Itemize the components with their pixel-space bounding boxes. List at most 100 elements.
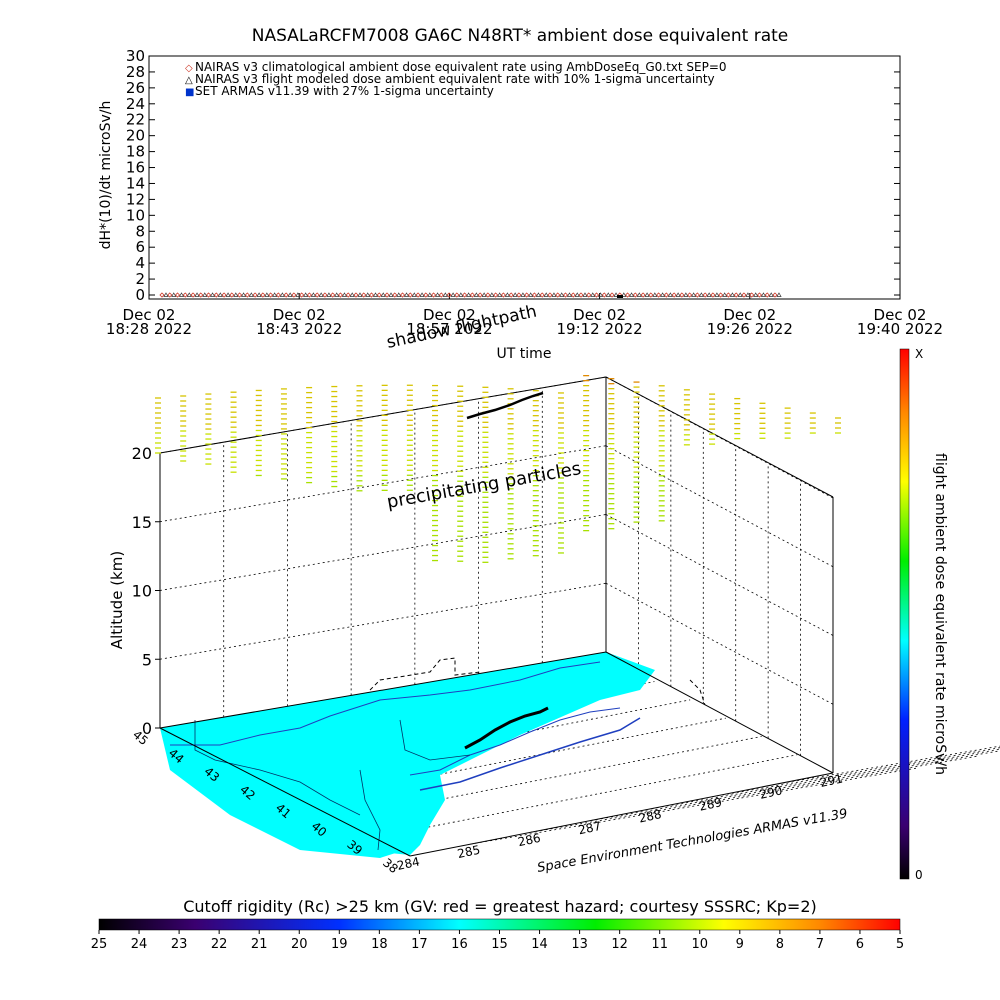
colorbar-tick-label: 19 — [331, 937, 348, 952]
right-colorbar — [899, 348, 910, 880]
ts-ytick-label: 18 — [126, 143, 145, 161]
colorbar-tick-label: 12 — [611, 937, 628, 952]
ts-xtick-label: Dec 02 — [123, 306, 176, 324]
ts-point-nairas-clim — [376, 292, 382, 298]
chart-title: NASALaRCFM7008 GA6C N48RT* ambient dose … — [252, 26, 789, 46]
ts-point-nairas-flight — [411, 292, 417, 297]
ts-point-nairas-flight — [171, 292, 177, 297]
ts-point-nairas-flight — [403, 292, 410, 297]
ts-point-nairas-clim — [578, 292, 584, 298]
colorbar-tick-label: 13 — [571, 937, 588, 952]
ts-point-nairas-flight — [279, 292, 285, 297]
ts-point-nairas-flight — [660, 292, 666, 297]
colorbar-tick-label: 16 — [451, 937, 468, 952]
ts-xtick-label: Dec 02 — [874, 306, 927, 324]
altitude-tick-label: 0 — [142, 719, 152, 738]
ts-point-nairas-clim — [353, 292, 359, 298]
ts-point-nairas-clim — [477, 292, 483, 298]
ts-point-nairas-clim — [756, 292, 763, 298]
ts-ytick-label: 2 — [135, 270, 145, 288]
ts-point-nairas-flight — [683, 292, 689, 297]
ts-point-nairas-clim — [291, 292, 297, 298]
ts-point-nairas-clim — [415, 292, 421, 298]
ts-point-nairas-flight — [178, 292, 185, 297]
ts-point-nairas-flight — [559, 292, 565, 297]
ts-point-nairas-clim — [159, 292, 165, 298]
ts-point-nairas-clim — [205, 292, 212, 298]
ts-point-nairas-clim — [601, 292, 607, 298]
ts-point-nairas-flight — [520, 292, 526, 297]
longitude-tick-label: 291 — [819, 771, 844, 789]
ts-point-nairas-flight — [388, 292, 394, 297]
legend-entry-nairas-flight: NAIRAS v3 flight modeled dose ambient eq… — [195, 72, 715, 86]
ts-point-nairas-clim — [462, 292, 468, 298]
longitude-tick-label: 286 — [517, 831, 542, 849]
ts-point-nairas-clim — [531, 292, 538, 298]
ts-point-nairas-flight — [473, 292, 479, 297]
ts-point-nairas-clim — [182, 292, 188, 298]
ts-point-nairas-flight — [621, 292, 627, 297]
colorbar-tick-label: 8 — [776, 937, 784, 952]
ts-ytick-label: 26 — [126, 79, 145, 97]
grid-line — [470, 767, 917, 845]
ts-point-nairas-flight — [528, 292, 534, 297]
box-edge — [605, 376, 834, 498]
ts-point-nairas-clim — [671, 292, 677, 298]
ts-point-nairas-flight — [667, 292, 673, 297]
ts-point-nairas-flight — [466, 292, 472, 297]
ts-point-nairas-flight — [504, 292, 511, 297]
ts-ytick-label: 6 — [135, 238, 145, 256]
ts-point-nairas-clim — [361, 292, 367, 298]
ts-point-nairas-flight — [768, 292, 774, 297]
ts-point-nairas-flight — [574, 292, 580, 297]
ts-point-nairas-clim — [524, 292, 530, 298]
altitude-tick-label: 5 — [142, 650, 152, 669]
ts-point-nairas-flight — [760, 292, 767, 297]
ts-point-nairas-flight — [380, 292, 386, 297]
ts-point-nairas-clim — [260, 292, 266, 298]
ts-point-nairas-flight — [287, 292, 293, 297]
ts-ytick-label: 30 — [126, 47, 145, 65]
grid-line — [159, 514, 607, 591]
ts-point-nairas-clim — [764, 292, 770, 298]
ts-point-nairas-clim — [229, 292, 235, 298]
ts-point-nairas-clim — [252, 292, 258, 298]
colorbar-tick-label: 20 — [291, 937, 308, 952]
ts-xtick-label: 18:57 2022 — [406, 320, 492, 338]
ts-point-nairas-clim — [640, 292, 646, 298]
ts-point-nairas-clim — [710, 292, 716, 298]
ts-point-nairas-flight — [590, 292, 596, 297]
colorbar-tick-label: 18 — [371, 937, 388, 952]
ts-point-nairas-flight — [334, 292, 340, 297]
flightpath-3d — [466, 391, 544, 420]
ts-point-nairas-clim — [547, 292, 553, 298]
colorbar-tick-label: 25 — [91, 937, 108, 952]
ts-point-nairas-flight — [605, 292, 611, 297]
ts-point-nairas-clim — [772, 292, 778, 298]
ts-point-nairas-clim — [625, 292, 631, 298]
ts-ytick-label: 8 — [135, 222, 145, 240]
ts-point-nairas-clim — [275, 292, 281, 298]
coastline — [170, 661, 601, 746]
colorbar-tick-label: 11 — [651, 937, 668, 952]
ts-point-nairas-flight — [597, 292, 604, 297]
box-edge — [605, 651, 834, 774]
ts-point-nairas-flight — [512, 292, 518, 297]
legend-entry-armas: SET ARMAS v11.39 with 27% 1-sigma uncert… — [195, 84, 494, 98]
altitude-tick-label: 10 — [132, 582, 152, 601]
ts-xtick-label: 19:40 2022 — [857, 320, 943, 338]
altitude-tick-label: 20 — [132, 444, 152, 463]
ts-xlabel: UT time — [497, 346, 552, 362]
ts-point-nairas-flight — [737, 292, 743, 297]
longitude-tick-label: 288 — [637, 807, 662, 825]
ts-xtick-label: Dec 02 — [273, 306, 326, 324]
ts-point-nairas-flight — [745, 292, 751, 297]
ts-point-nairas-flight — [776, 292, 782, 297]
ts-point-nairas-flight — [349, 292, 355, 297]
ts-point-nairas-flight — [706, 292, 712, 297]
ts-point-nairas-clim — [407, 292, 413, 298]
ts-point-nairas-clim — [586, 292, 592, 298]
ts-point-nairas-flight — [264, 292, 270, 297]
ts-point-nairas-clim — [663, 292, 669, 298]
